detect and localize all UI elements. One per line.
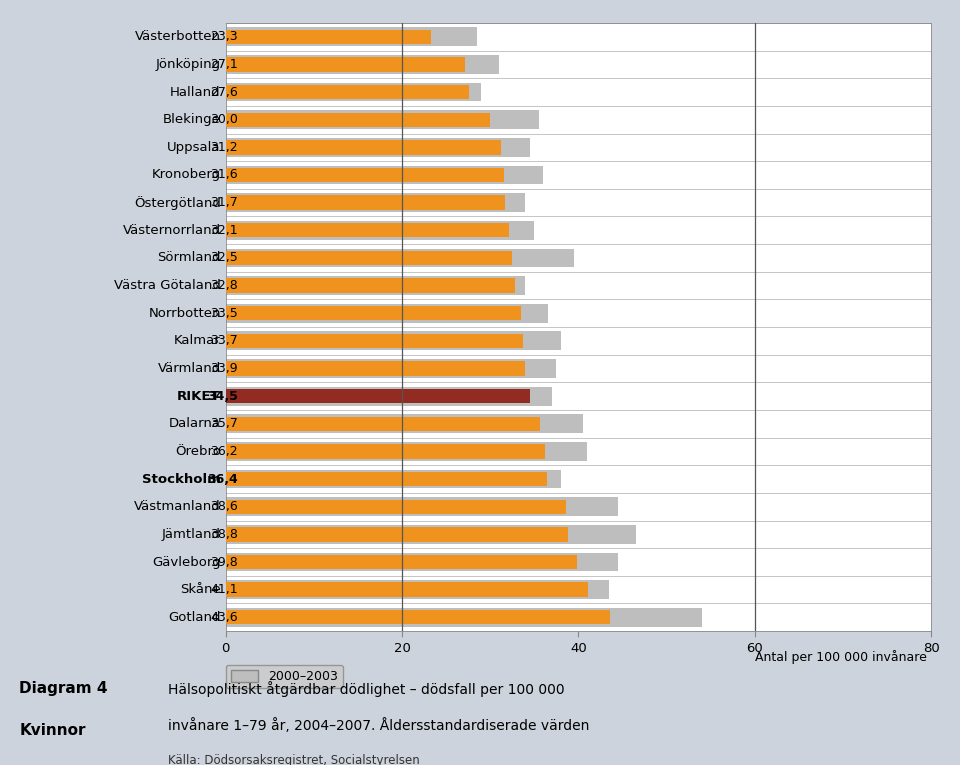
Text: Gotland: Gotland xyxy=(168,610,221,623)
Text: 31,2: 31,2 xyxy=(210,141,238,154)
Bar xyxy=(226,334,523,348)
Bar xyxy=(226,28,477,46)
Text: 27,6: 27,6 xyxy=(210,86,238,99)
Bar xyxy=(226,57,465,72)
Bar xyxy=(226,608,702,627)
Bar xyxy=(226,552,618,571)
Bar xyxy=(226,331,561,350)
Bar xyxy=(226,470,561,489)
Text: Blekinge: Blekinge xyxy=(163,113,221,126)
Bar xyxy=(226,223,509,237)
Text: 27,1: 27,1 xyxy=(210,58,238,71)
Text: Antal per 100 000 invånare: Antal per 100 000 invånare xyxy=(755,650,926,664)
Text: Hälsopolitiskt åtgärdbar dödlighet – dödsfall per 100 000: Hälsopolitiskt åtgärdbar dödlighet – död… xyxy=(168,681,564,697)
Text: Skåne: Skåne xyxy=(180,583,221,596)
Text: 32,8: 32,8 xyxy=(210,279,238,292)
Bar xyxy=(226,417,540,431)
Bar xyxy=(226,251,513,265)
Text: Diagram 4: Diagram 4 xyxy=(19,681,108,696)
Text: Uppsala: Uppsala xyxy=(167,141,221,154)
Bar xyxy=(226,497,618,516)
Bar xyxy=(226,194,525,212)
Bar xyxy=(226,359,557,378)
Bar xyxy=(226,304,547,323)
Text: 33,7: 33,7 xyxy=(210,334,238,347)
Bar xyxy=(226,442,588,461)
Text: 39,8: 39,8 xyxy=(210,555,238,568)
Text: invånare 1–79 år, 2004–2007. Åldersstandardiserade värden: invånare 1–79 år, 2004–2007. Åldersstand… xyxy=(168,718,589,733)
Text: Örebro: Örebro xyxy=(175,445,221,458)
Text: Västra Götaland: Västra Götaland xyxy=(114,279,221,292)
Text: 34,5: 34,5 xyxy=(207,389,238,402)
Text: 36,2: 36,2 xyxy=(210,445,238,458)
Bar xyxy=(226,444,545,459)
Bar xyxy=(226,112,491,127)
Text: Kronoberg: Kronoberg xyxy=(152,168,221,181)
Text: 38,6: 38,6 xyxy=(210,500,238,513)
Bar xyxy=(226,500,566,514)
Text: 38,8: 38,8 xyxy=(210,528,238,541)
Bar xyxy=(226,110,539,129)
Bar xyxy=(226,165,543,184)
Text: Västmanland: Västmanland xyxy=(134,500,221,513)
Text: 33,9: 33,9 xyxy=(210,362,238,375)
Text: Dalarna: Dalarna xyxy=(169,417,221,430)
Bar xyxy=(226,83,481,102)
Text: Stockholm: Stockholm xyxy=(142,473,221,486)
Text: Källa: Dödsorsaksregistret, Socialstyrelsen: Källa: Dödsorsaksregistret, Socialstyrel… xyxy=(168,754,420,765)
Bar xyxy=(226,276,525,295)
Bar xyxy=(226,415,583,433)
Bar xyxy=(226,138,530,157)
Text: 30,0: 30,0 xyxy=(210,113,238,126)
Text: 36,4: 36,4 xyxy=(207,473,238,486)
Bar xyxy=(226,581,610,599)
Bar xyxy=(226,168,504,182)
Bar xyxy=(226,472,546,487)
Text: 32,1: 32,1 xyxy=(210,224,238,237)
Bar xyxy=(226,582,588,597)
Text: 31,6: 31,6 xyxy=(210,168,238,181)
Text: Västerbotten: Västerbotten xyxy=(134,31,221,44)
Text: Kalmar: Kalmar xyxy=(174,334,221,347)
Bar xyxy=(226,55,499,73)
Text: Värmland: Värmland xyxy=(157,362,221,375)
Bar xyxy=(226,361,524,376)
Bar xyxy=(226,249,574,267)
Bar xyxy=(226,525,636,544)
Text: Halland: Halland xyxy=(170,86,221,99)
Bar xyxy=(226,389,530,403)
Bar xyxy=(226,221,535,239)
Text: Västernorrland: Västernorrland xyxy=(123,224,221,237)
Bar xyxy=(226,306,521,321)
Legend: 2000–2003: 2000–2003 xyxy=(226,665,343,688)
Text: 23,3: 23,3 xyxy=(210,31,238,44)
Text: Östergötland: Östergötland xyxy=(134,196,221,210)
Text: 31,7: 31,7 xyxy=(210,196,238,209)
Text: Jönköping: Jönköping xyxy=(156,58,221,71)
Bar xyxy=(226,555,577,569)
Text: Kvinnor: Kvinnor xyxy=(19,723,85,738)
Bar xyxy=(226,610,611,624)
Text: 32,5: 32,5 xyxy=(210,252,238,265)
Bar xyxy=(226,140,501,155)
Text: Sörmland: Sörmland xyxy=(157,252,221,265)
Bar xyxy=(226,30,431,44)
Bar xyxy=(226,195,505,210)
Bar xyxy=(226,387,552,405)
Text: RIKET: RIKET xyxy=(178,389,221,402)
Text: 35,7: 35,7 xyxy=(210,417,238,430)
Text: Norrbotten: Norrbotten xyxy=(148,307,221,320)
Text: Gävleborg: Gävleborg xyxy=(153,555,221,568)
Bar xyxy=(226,278,515,293)
Bar xyxy=(226,527,567,542)
Text: 41,1: 41,1 xyxy=(210,583,238,596)
Bar xyxy=(226,85,469,99)
Text: 43,6: 43,6 xyxy=(210,610,238,623)
Text: Jämtland: Jämtland xyxy=(162,528,221,541)
Text: 33,5: 33,5 xyxy=(210,307,238,320)
